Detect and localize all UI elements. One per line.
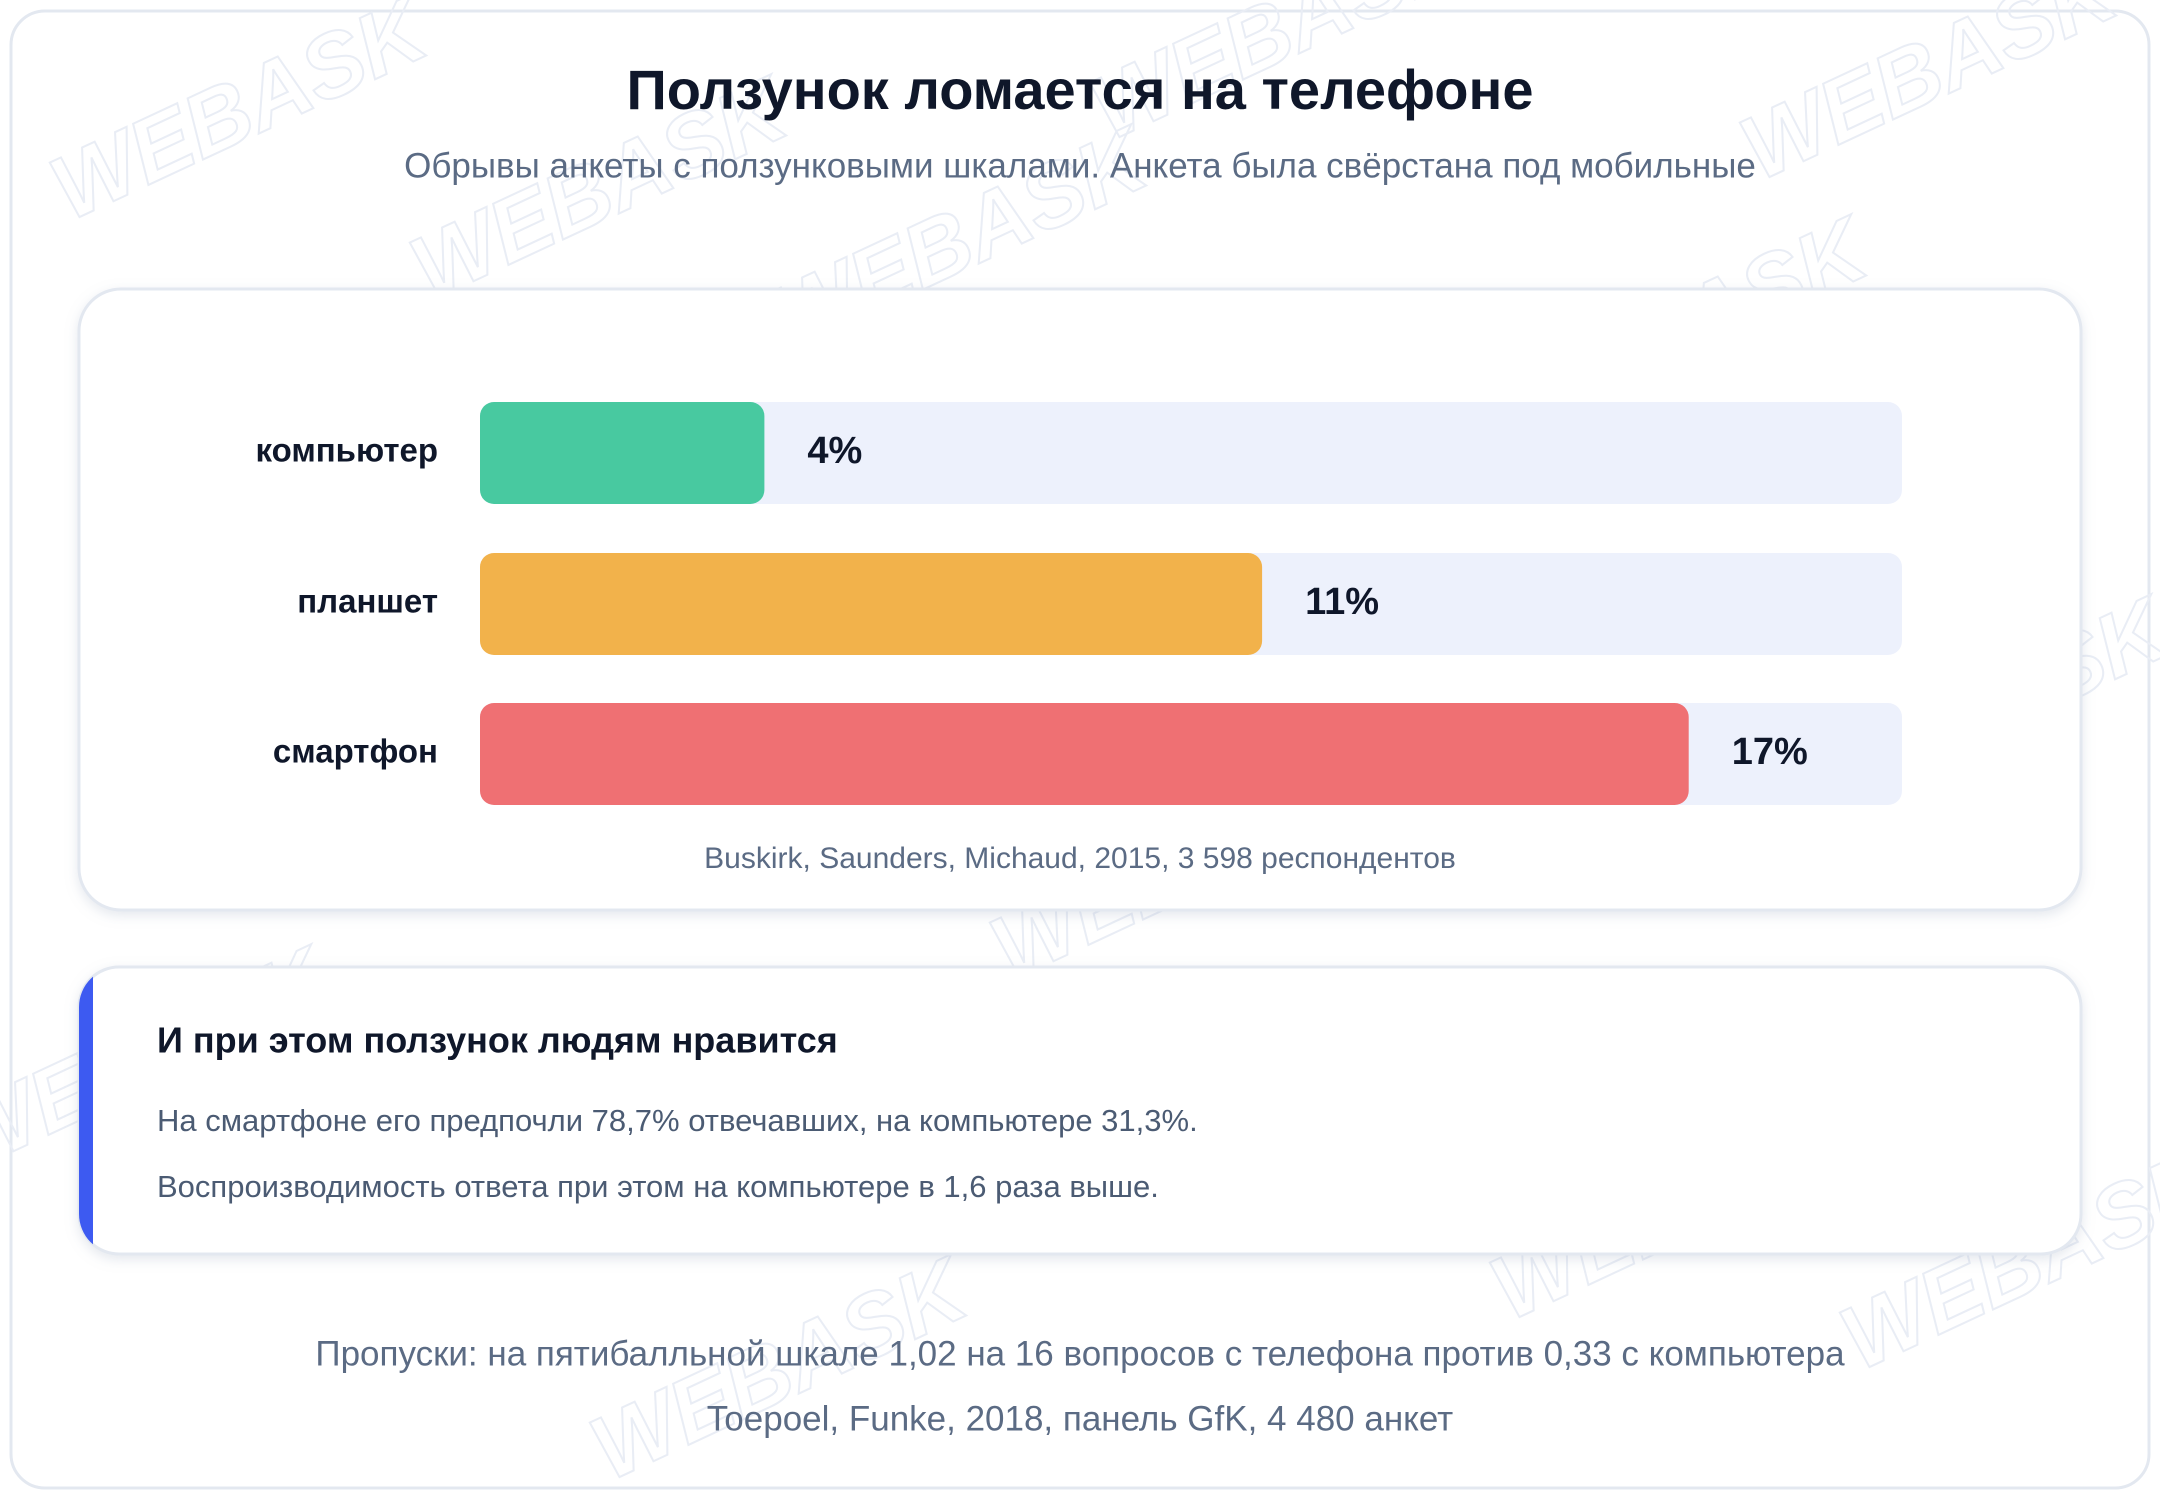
value-label: 4% <box>807 430 862 472</box>
category-label: планшет <box>297 583 438 620</box>
bar <box>480 703 1689 805</box>
footer-line: Toepoel, Funke, 2018, панель GfK, 4 480 … <box>707 1399 1453 1438</box>
value-label: 17% <box>1732 731 1808 773</box>
chart-source: Buskirk, Saunders, Michaud, 2015, 3 598 … <box>704 842 1456 875</box>
footer-line: Пропуски: на пятибалльной шкале 1,02 на … <box>315 1334 1845 1373</box>
chart-subtitle: Обрывы анкеты с ползунковыми шкалами. Ан… <box>404 146 1756 185</box>
callout-accent <box>79 967 93 1254</box>
callout-title: И при этом ползунок людям нравится <box>157 1020 838 1061</box>
bar-track <box>480 402 1902 504</box>
bar <box>480 553 1263 655</box>
bars: компьютер 4% планшет 11% смартфон 17% <box>256 402 1902 805</box>
bar <box>480 402 765 504</box>
category-label: смартфон <box>273 733 438 770</box>
callout-line: На смартфоне его предпочли 78,7% отвечав… <box>157 1103 1198 1138</box>
value-label: 11% <box>1305 581 1379 623</box>
category-label: компьютер <box>256 432 438 469</box>
callout-line: Воспроизводимость ответа при этом на ком… <box>157 1169 1159 1204</box>
chart-title: Ползунок ломается на телефоне <box>627 58 1534 121</box>
